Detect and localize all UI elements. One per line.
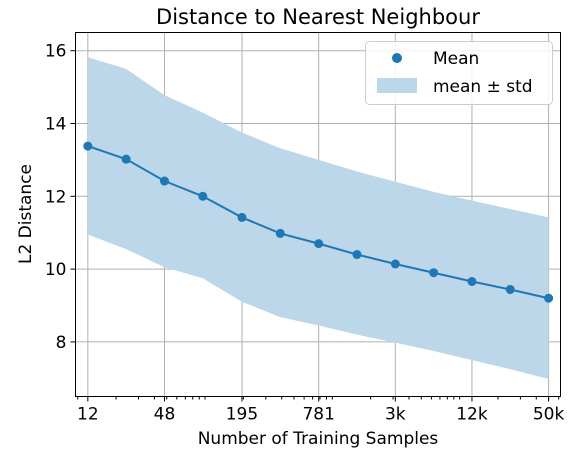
mean-point bbox=[505, 284, 515, 294]
band-layer bbox=[87, 57, 549, 380]
mean-point bbox=[198, 191, 208, 201]
mean-point bbox=[390, 259, 400, 269]
legend: Mean mean ± std bbox=[365, 41, 553, 105]
point-layer bbox=[83, 141, 554, 303]
y-tick-label: 8 bbox=[56, 333, 67, 353]
legend-mean-label: Mean bbox=[433, 49, 479, 69]
mean-point bbox=[429, 268, 439, 278]
y-tick-label: 14 bbox=[45, 115, 67, 135]
y-tick-label: 12 bbox=[45, 187, 67, 207]
mean-point bbox=[352, 250, 362, 260]
x-tick-label: 781 bbox=[302, 405, 334, 425]
std-band bbox=[87, 57, 549, 380]
mean-point bbox=[314, 239, 324, 249]
y-axis-label: L2 Distance bbox=[16, 164, 36, 264]
legend-mean-marker bbox=[392, 53, 402, 63]
legend-band-swatch bbox=[377, 78, 417, 93]
x-tick-label: 12 bbox=[77, 405, 99, 425]
tick-layer: 8 10 12 14 16 12 48 195 781 3k 12k 50k bbox=[45, 42, 565, 425]
mean-point bbox=[544, 293, 554, 303]
mean-point bbox=[83, 141, 93, 151]
mean-point bbox=[121, 154, 131, 164]
x-axis-label: Number of Training Samples bbox=[198, 429, 439, 449]
y-tick-label: 10 bbox=[45, 260, 67, 280]
mean-point bbox=[237, 212, 247, 222]
mean-point bbox=[159, 176, 169, 186]
mean-point bbox=[275, 228, 285, 238]
y-tick-label: 16 bbox=[45, 42, 67, 62]
legend-band-label: mean ± std bbox=[433, 77, 533, 97]
x-tick-label: 12k bbox=[456, 405, 488, 425]
x-tick-label: 50k bbox=[533, 405, 565, 425]
x-tick-label: 195 bbox=[226, 405, 258, 425]
x-tick-label: 3k bbox=[385, 405, 406, 425]
chart-title: Distance to Nearest Neighbour bbox=[156, 5, 480, 29]
mean-point bbox=[467, 276, 477, 286]
x-tick-label: 48 bbox=[154, 405, 176, 425]
plot-frame bbox=[75, 32, 561, 397]
